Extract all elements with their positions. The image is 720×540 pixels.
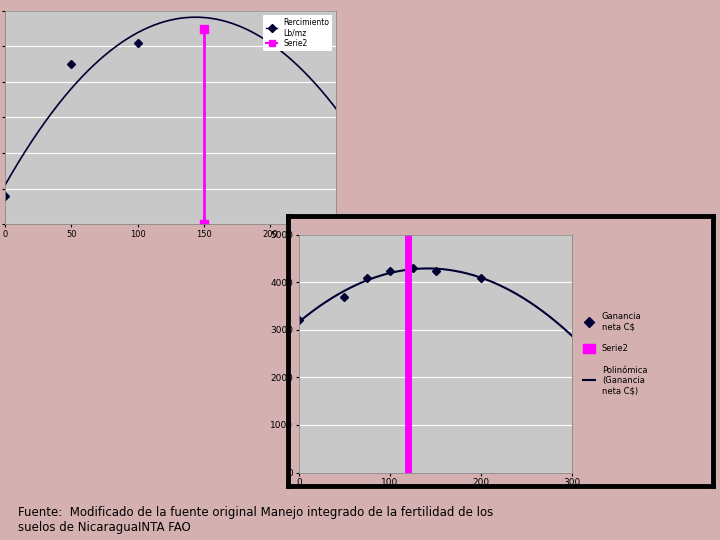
Text: Fuente:  Modificado de la fuente original Manejo integrado de la fertilidad de l: Fuente: Modificado de la fuente original… [18, 505, 493, 534]
Legend: Ganancia
neta C$, Serie2, Polinómica
(Ganancia
neta C$): Ganancia neta C$, Serie2, Polinómica (Ga… [580, 309, 650, 398]
Legend: Rercimiento
Lb/mz, Serie2: Rercimiento Lb/mz, Serie2 [263, 15, 333, 51]
